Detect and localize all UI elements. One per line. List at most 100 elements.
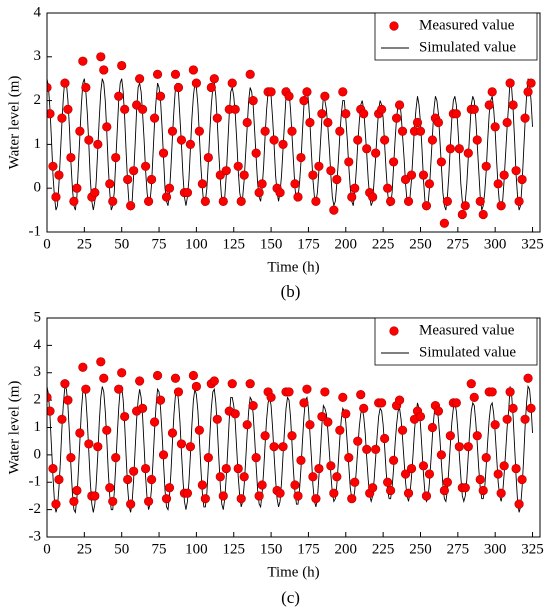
x-tick-label: 0 <box>43 236 51 252</box>
data-point <box>377 398 387 408</box>
data-point <box>155 91 166 101</box>
data-point <box>508 403 518 413</box>
data-point <box>108 196 118 206</box>
panel: 0 25 50 75 100 125 150 175 200 225 250 275 300 325-10… <box>6 4 543 300</box>
data-point <box>78 56 88 66</box>
data-point <box>383 477 393 487</box>
data-point <box>326 461 336 471</box>
data-point <box>308 170 318 180</box>
data-point <box>314 463 324 474</box>
data-point <box>445 431 455 441</box>
x-tick-label: 200 <box>335 236 358 252</box>
data-point <box>490 122 500 132</box>
data-point <box>290 480 300 490</box>
y-tick-label: 4 <box>34 4 42 20</box>
data-point <box>257 480 267 490</box>
data-point <box>152 69 163 79</box>
data-point <box>371 148 381 158</box>
y-tick-label: 3 <box>34 364 42 380</box>
legend-marker <box>389 326 399 336</box>
data-point <box>457 209 467 220</box>
x-tick-label: 275 <box>447 236 470 252</box>
data-point <box>406 463 417 474</box>
data-point <box>230 409 240 419</box>
data-point <box>475 474 485 485</box>
data-point <box>466 379 476 389</box>
data-point <box>167 126 178 136</box>
x-tick-label: 25 <box>77 236 92 252</box>
data-point <box>152 370 163 381</box>
caption: (b) <box>281 282 301 301</box>
data-point <box>347 494 357 504</box>
data-point <box>308 472 318 482</box>
data-point <box>176 135 187 145</box>
data-point <box>439 485 449 496</box>
data-point <box>182 187 193 198</box>
plot-area <box>47 357 536 514</box>
data-point <box>436 157 447 167</box>
data-point <box>60 78 70 88</box>
data-point <box>182 488 193 498</box>
data-point <box>380 433 390 444</box>
data-point <box>320 91 330 101</box>
data-point <box>51 192 61 202</box>
data-point <box>278 139 288 149</box>
data-point <box>99 373 109 383</box>
x-axis-title: Time (h) <box>267 259 319 275</box>
data-point <box>514 499 524 509</box>
data-point <box>218 491 228 501</box>
data-point <box>520 113 530 123</box>
data-point <box>164 183 175 193</box>
data-point <box>341 409 351 419</box>
data-point <box>93 442 103 452</box>
data-point <box>66 453 76 463</box>
y-axis-title: Water level (m) <box>6 381 22 475</box>
data-point <box>302 87 312 97</box>
x-tick-label: 200 <box>335 541 358 557</box>
data-point <box>472 431 482 441</box>
x-tick-label: 175 <box>297 541 320 557</box>
data-point <box>212 113 222 123</box>
x-tick-label: 125 <box>222 236 245 252</box>
data-point <box>149 113 160 123</box>
y-tick-label: 5 <box>34 309 42 325</box>
x-tick-label: 75 <box>152 236 167 252</box>
data-point <box>212 414 222 424</box>
data-point <box>194 126 204 136</box>
data-point <box>284 91 294 101</box>
data-point <box>120 104 130 114</box>
data-point <box>487 387 497 397</box>
data-point <box>81 384 91 394</box>
legend-box <box>374 12 538 61</box>
x-tick-label: 150 <box>260 236 283 252</box>
data-point <box>463 442 473 452</box>
data-point <box>508 100 518 110</box>
data-point <box>320 387 330 397</box>
data-point <box>356 390 366 400</box>
data-point <box>185 139 196 149</box>
legend: Measured value Simulated value <box>374 317 538 366</box>
data-point <box>493 179 503 189</box>
data-point <box>227 379 237 389</box>
data-point <box>126 201 136 211</box>
x-tick-label: 175 <box>297 236 320 252</box>
data-point <box>338 87 348 97</box>
data-point <box>350 183 360 193</box>
data-point <box>359 403 369 413</box>
data-point <box>502 117 512 128</box>
data-point <box>99 65 109 75</box>
data-point <box>63 395 73 405</box>
data-point <box>442 196 452 206</box>
data-point <box>499 461 509 471</box>
data-point <box>526 403 536 413</box>
data-point <box>138 104 148 114</box>
data-point <box>78 362 88 372</box>
data-point <box>233 463 243 474</box>
data-point <box>54 170 64 180</box>
data-point <box>141 161 151 171</box>
data-point <box>493 469 503 479</box>
data-point <box>472 135 482 145</box>
data-point <box>502 414 512 424</box>
data-point <box>284 387 294 397</box>
